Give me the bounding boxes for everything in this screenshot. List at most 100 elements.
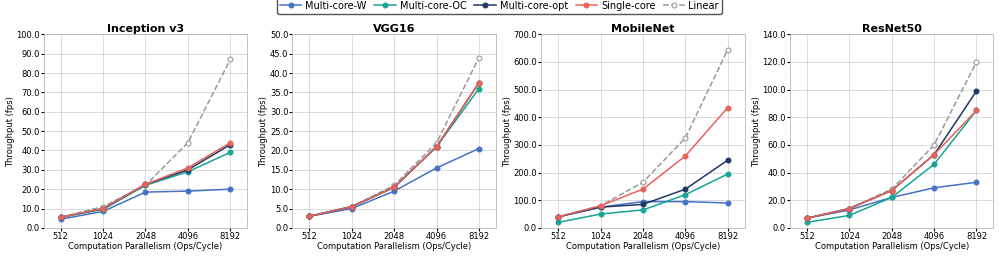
Multi-core-W (928, 186, 940, 189)
Single-core (97, 207, 109, 210)
Line: Linear: Linear (555, 47, 730, 219)
Multi-core-opt (721, 159, 733, 162)
Line: Linear: Linear (58, 57, 233, 220)
Linear (97, 205, 109, 208)
Linear (552, 215, 564, 218)
Multi-core-opt (346, 205, 358, 208)
Legend: Multi-core-W, Multi-core-OC, Multi-core-opt, Single-core, Linear: Multi-core-W, Multi-core-OC, Multi-core-… (277, 0, 722, 14)
Multi-core-OC (389, 186, 401, 189)
X-axis label: Computation Parallelism (Ops/Cycle): Computation Parallelism (Ops/Cycle) (565, 242, 720, 251)
Multi-core-W (346, 207, 358, 210)
Single-core (55, 216, 67, 219)
Multi-core-opt (679, 188, 691, 191)
Line: Linear: Linear (307, 55, 482, 219)
Single-core (224, 141, 236, 144)
Single-core (594, 204, 606, 207)
Linear (801, 217, 813, 220)
Multi-core-OC (431, 145, 443, 148)
Y-axis label: Throughput (fps): Throughput (fps) (502, 96, 511, 167)
Linear (843, 207, 855, 210)
Multi-core-opt (389, 186, 401, 189)
Multi-core-opt (886, 189, 898, 192)
Single-core (389, 186, 401, 189)
Multi-core-OC (801, 221, 813, 224)
Single-core (970, 109, 982, 112)
Linear (346, 205, 358, 208)
Linear (679, 136, 691, 140)
Line: Multi-core-opt: Multi-core-opt (555, 158, 730, 219)
Multi-core-W (389, 190, 401, 193)
Multi-core-W (224, 188, 236, 191)
Line: Multi-core-W: Multi-core-W (555, 199, 730, 219)
Title: VGG16: VGG16 (373, 24, 416, 34)
Single-core (637, 188, 649, 191)
Linear (970, 60, 982, 63)
Multi-core-opt (928, 153, 940, 156)
Line: Single-core: Single-core (555, 105, 730, 219)
Single-core (679, 154, 691, 158)
Single-core (431, 145, 443, 148)
Line: Multi-core-opt: Multi-core-opt (307, 80, 482, 219)
Single-core (886, 189, 898, 192)
Linear (886, 188, 898, 191)
Multi-core-W (304, 215, 316, 218)
Line: Multi-core-opt: Multi-core-opt (58, 142, 233, 220)
Multi-core-OC (346, 205, 358, 208)
Single-core (182, 166, 194, 169)
Title: Inception v3: Inception v3 (107, 24, 184, 34)
Line: Multi-core-OC: Multi-core-OC (555, 171, 730, 225)
Linear (389, 184, 401, 187)
Multi-core-OC (552, 221, 564, 224)
Multi-core-W (55, 218, 67, 221)
Line: Multi-core-OC: Multi-core-OC (804, 108, 979, 225)
Y-axis label: Throughput (fps): Throughput (fps) (6, 96, 15, 167)
Line: Single-core: Single-core (804, 108, 979, 221)
Multi-core-opt (970, 89, 982, 93)
Multi-core-W (552, 215, 564, 218)
Line: Single-core: Single-core (58, 140, 233, 220)
Title: ResNet50: ResNet50 (862, 24, 922, 34)
Linear (721, 48, 733, 51)
Multi-core-W (679, 200, 691, 203)
Multi-core-OC (843, 214, 855, 217)
Line: Multi-core-W: Multi-core-W (58, 187, 233, 222)
Linear (431, 141, 443, 144)
Multi-core-W (97, 210, 109, 213)
Multi-core-opt (552, 215, 564, 218)
Y-axis label: Throughput (fps): Throughput (fps) (752, 96, 761, 167)
Linear (928, 143, 940, 146)
Multi-core-W (431, 166, 443, 169)
Multi-core-OC (721, 172, 733, 176)
Linear (304, 215, 316, 218)
Y-axis label: Throughput (fps): Throughput (fps) (260, 96, 269, 167)
Multi-core-W (140, 190, 152, 194)
Multi-core-OC (224, 151, 236, 154)
Single-core (928, 153, 940, 156)
Multi-core-OC (970, 109, 982, 112)
Multi-core-OC (55, 216, 67, 219)
Multi-core-opt (431, 145, 443, 148)
Linear (182, 141, 194, 144)
Multi-core-opt (473, 81, 485, 84)
Single-core (140, 183, 152, 186)
Line: Multi-core-W: Multi-core-W (804, 180, 979, 221)
Multi-core-W (637, 200, 649, 203)
Line: Multi-core-opt: Multi-core-opt (804, 89, 979, 221)
Multi-core-W (843, 208, 855, 212)
Line: Linear: Linear (804, 60, 979, 221)
Multi-core-W (970, 181, 982, 184)
Multi-core-W (473, 147, 485, 150)
Single-core (721, 106, 733, 109)
Single-core (346, 205, 358, 208)
Multi-core-opt (304, 215, 316, 218)
Single-core (801, 217, 813, 220)
Multi-core-W (594, 206, 606, 209)
Line: Multi-core-OC: Multi-core-OC (307, 86, 482, 219)
Line: Multi-core-OC: Multi-core-OC (58, 150, 233, 220)
Multi-core-opt (637, 203, 649, 206)
Linear (473, 56, 485, 59)
Line: Single-core: Single-core (307, 80, 482, 219)
X-axis label: Computation Parallelism (Ops/Cycle): Computation Parallelism (Ops/Cycle) (317, 242, 472, 251)
Multi-core-OC (140, 184, 152, 187)
Single-core (473, 81, 485, 84)
